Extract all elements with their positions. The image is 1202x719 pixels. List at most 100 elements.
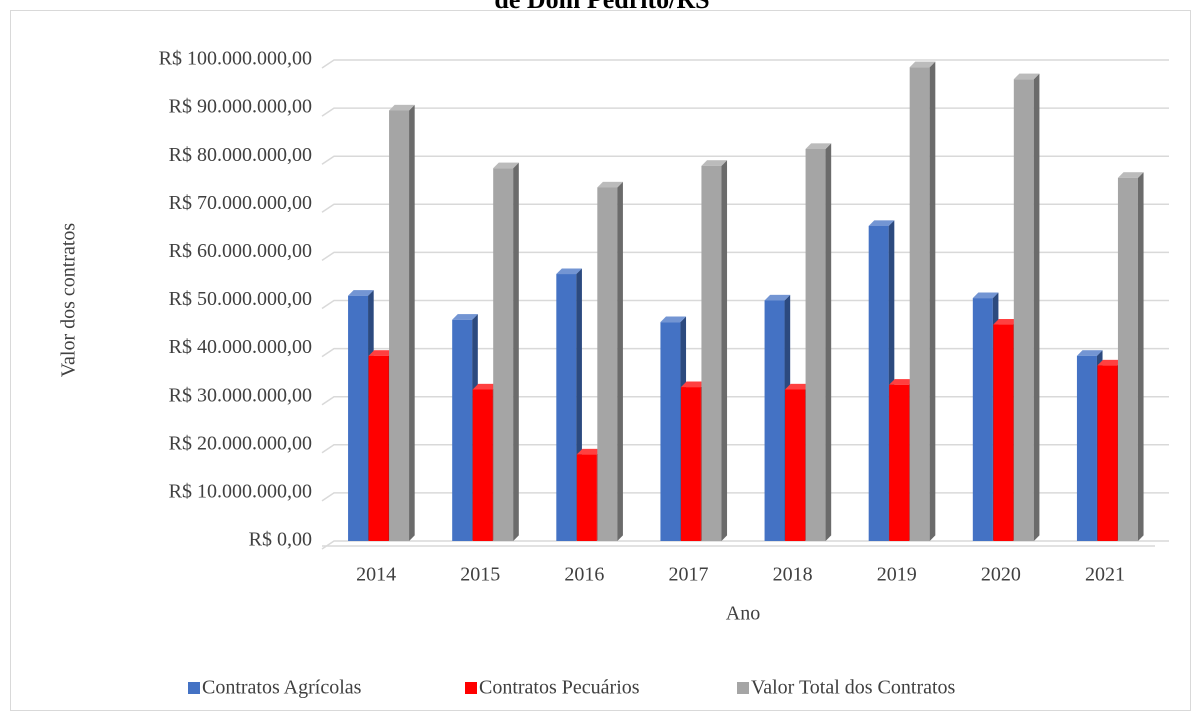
x-tick-label: 2020: [981, 564, 1021, 586]
bar-top: [1117, 172, 1144, 178]
bar-side-shade: [513, 162, 519, 541]
bar-top: [1097, 359, 1124, 366]
bar-side: [1033, 73, 1040, 541]
bar-front: [889, 384, 910, 541]
grid-line: [321, 155, 1169, 165]
bar-top: [368, 350, 395, 356]
bar-side-shade: [721, 160, 728, 541]
bar-top-shade: [680, 381, 707, 388]
bar-side: [825, 143, 832, 541]
bar: [597, 181, 623, 542]
bar-side-shade: [617, 181, 623, 542]
bar-front: [660, 322, 681, 541]
bar-top-shade: [452, 314, 478, 320]
legend-swatch: [737, 682, 749, 694]
y-tick-label: R$ 60.000.000,00: [169, 240, 312, 262]
bar-top-shade: [993, 318, 1019, 325]
bar-top: [680, 381, 707, 388]
bar-top-shade: [1097, 359, 1124, 366]
bar-top: [889, 379, 915, 385]
bar-front: [493, 168, 514, 541]
bar-front: [680, 387, 701, 541]
bar-front: [368, 355, 389, 541]
bar-top: [556, 268, 582, 275]
bar-front: [972, 298, 993, 541]
bar-top-shade: [348, 290, 374, 296]
bar-side-shade: [1033, 73, 1040, 541]
legend-swatch: [465, 682, 477, 694]
bar-front: [785, 389, 806, 541]
x-tick-label: 2016: [564, 564, 604, 586]
bar-front: [576, 454, 597, 541]
bar: [1117, 172, 1144, 541]
legend-label: Contratos Pecuários: [479, 677, 640, 699]
bar-front: [993, 324, 1014, 541]
bar-side-shade: [825, 143, 832, 541]
bar-side: [1137, 172, 1144, 541]
x-tick-label: 2019: [877, 564, 917, 586]
bar-top-shade: [556, 268, 582, 275]
bar-top-shade: [493, 162, 519, 169]
bar-side-shade: [929, 61, 936, 542]
bar-top-shade: [889, 379, 915, 385]
bar-top: [764, 294, 791, 301]
bar-top-shade: [368, 350, 395, 356]
y-tick-label: R$ 80.000.000,00: [169, 144, 312, 166]
bar-top: [452, 314, 478, 320]
bar-top: [701, 160, 728, 166]
bar-top-shade: [868, 220, 895, 226]
y-tick-label: R$ 50.000.000,00: [169, 288, 312, 310]
x-tick-label: 2018: [773, 564, 813, 586]
bar-top-shade: [1013, 73, 1040, 80]
bar: [1013, 73, 1040, 542]
bar: [493, 162, 519, 541]
bar-front: [452, 319, 473, 541]
bar-top-shade: [909, 61, 936, 68]
grid-line: [321, 59, 1169, 69]
bar-side-shade: [1137, 172, 1144, 541]
x-tick-label: 2017: [668, 564, 708, 586]
x-axis-title: Ano: [726, 603, 760, 625]
y-tick-label: R$ 0,00: [249, 529, 312, 551]
bar-top-shade: [660, 316, 687, 323]
y-tick-label: R$ 10.000.000,00: [169, 480, 312, 502]
legend-label: Contratos Agrícolas: [202, 677, 362, 699]
bar-top-shade: [1076, 350, 1103, 356]
bar-top: [972, 292, 999, 299]
bar: [389, 104, 415, 541]
legend-label: Valor Total dos Contratos: [751, 677, 956, 699]
bar-top: [993, 318, 1019, 325]
bar-front: [805, 148, 826, 542]
bar-top: [785, 383, 811, 390]
bar-front: [389, 110, 410, 541]
bar-top: [348, 290, 374, 296]
bar-front: [1097, 365, 1118, 541]
bar-top: [1013, 73, 1040, 80]
chart-title: de Dom Pedrito/RS: [494, 0, 709, 14]
bar-front: [701, 165, 722, 541]
bar-front: [764, 300, 785, 541]
bar-side: [409, 104, 415, 541]
bar-top-shade: [597, 181, 623, 188]
bar-front: [597, 187, 618, 541]
bar-top: [576, 448, 603, 455]
x-tick-label: 2015: [460, 564, 500, 586]
bar-side-shade: [409, 104, 415, 541]
bar-side: [721, 160, 728, 541]
bar: [701, 160, 728, 541]
bar-top: [1076, 350, 1103, 356]
bar-top-shade: [472, 383, 499, 390]
y-tick-label: R$ 30.000.000,00: [169, 384, 312, 406]
bar-top: [805, 143, 832, 149]
bar-top: [389, 104, 415, 111]
bar-top: [868, 220, 895, 226]
bar-front: [1076, 355, 1097, 541]
bar-top-shade: [1117, 172, 1144, 178]
bar-top-shade: [576, 448, 603, 455]
bar-top: [493, 162, 519, 169]
bar-side: [617, 181, 623, 542]
bar-front: [909, 67, 930, 541]
grid-line: [321, 203, 1169, 213]
x-tick-label: 2014: [356, 564, 396, 586]
